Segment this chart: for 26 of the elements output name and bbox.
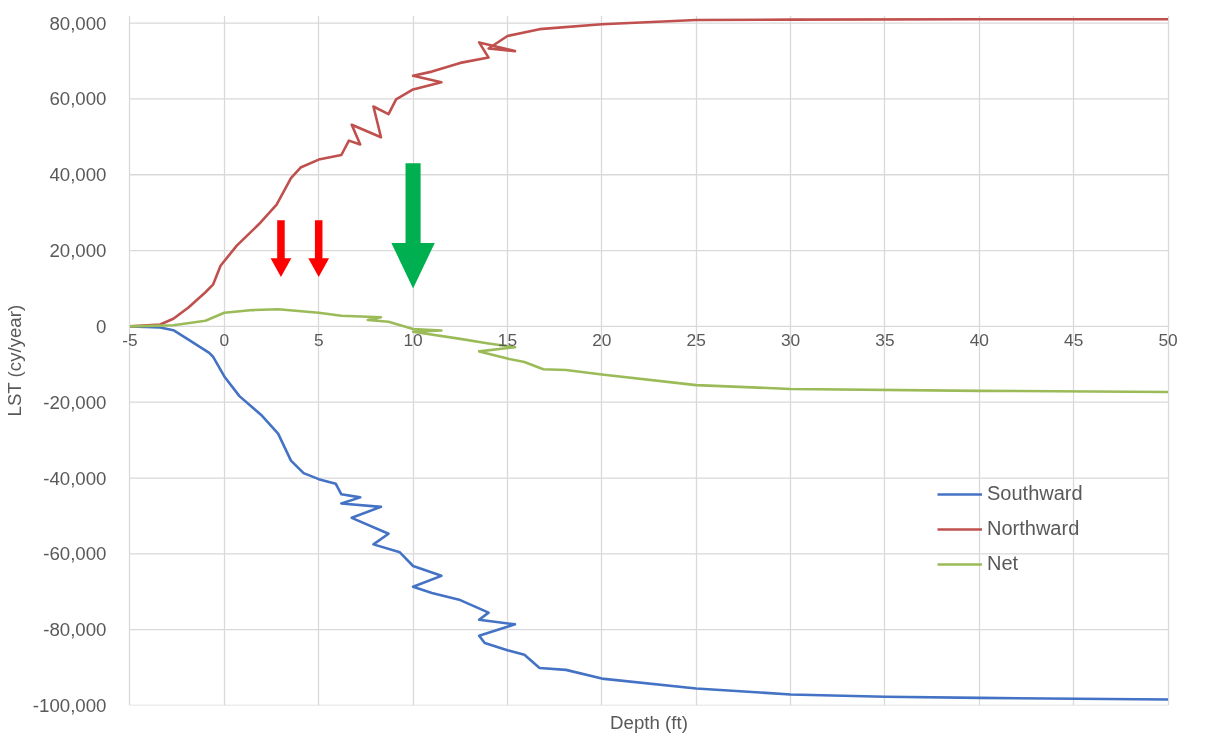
x-tick-label: -5 xyxy=(122,330,138,351)
y-tick-label: 0 xyxy=(96,315,107,337)
x-tick-label: 30 xyxy=(780,330,801,351)
x-axis-title: Depth (ft) xyxy=(610,711,688,733)
x-tick-label: 20 xyxy=(592,330,612,351)
x-tick-label: 40 xyxy=(969,330,989,351)
x-tick-label: 25 xyxy=(686,330,706,351)
y-axis-title: LST (cy/year) xyxy=(3,304,25,417)
y-tick-label: -20,000 xyxy=(43,391,107,413)
legend-label: Net xyxy=(987,552,1019,575)
y-tick-label: -100,000 xyxy=(32,695,107,716)
x-tick-label: 45 xyxy=(1064,330,1084,351)
y-tick-label: -60,000 xyxy=(43,543,107,565)
y-tick-label: -80,000 xyxy=(43,619,107,641)
x-tick-label: 10 xyxy=(403,330,423,351)
y-tick-label: 60,000 xyxy=(49,88,107,110)
x-tick-label: 0 xyxy=(219,330,230,351)
y-tick-label: -40,000 xyxy=(43,467,107,489)
y-tick-label: 40,000 xyxy=(49,164,107,186)
legend-label: Northward xyxy=(987,517,1080,540)
legend-label: Southward xyxy=(987,482,1083,505)
y-tick-label: 20,000 xyxy=(49,240,107,262)
y-tick-label: 80,000 xyxy=(49,12,107,34)
x-tick-label: 50 xyxy=(1158,330,1178,351)
x-tick-label: 5 xyxy=(313,330,324,351)
x-tick-label: 35 xyxy=(875,330,895,351)
